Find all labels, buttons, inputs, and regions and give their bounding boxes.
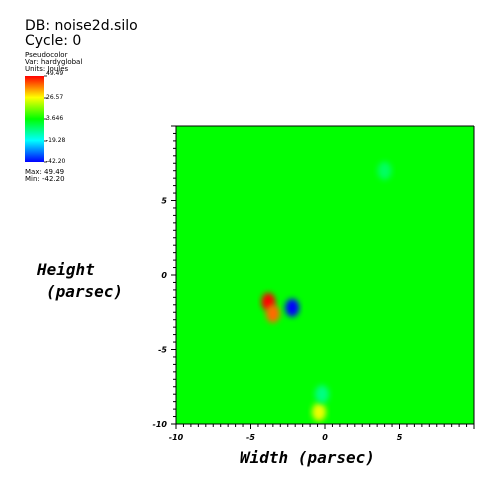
heatmap-area	[176, 126, 474, 424]
y-tick-label: 5	[161, 197, 167, 206]
y-tick-label: -10	[153, 420, 168, 429]
heatmap-feature	[266, 305, 280, 323]
x-tick-label: 5	[397, 433, 403, 442]
y-axis-title-line2: (parsec)	[46, 282, 123, 301]
x-tick-label: -5	[246, 433, 255, 442]
color-legend-bar	[25, 76, 44, 162]
x-axis-title: Width (parsec)	[240, 448, 375, 467]
heatmap-feature	[285, 299, 299, 317]
x-tick-label: -10	[169, 433, 184, 442]
y-tick-label: 0	[161, 271, 167, 280]
heatmap-feature	[312, 403, 326, 421]
heatmap-feature	[315, 385, 329, 403]
x-tick-label: 0	[322, 433, 328, 442]
y-tick-label: -5	[158, 346, 167, 355]
heatmap-feature	[378, 162, 392, 180]
y-axis-title-line1: Height	[37, 260, 95, 279]
